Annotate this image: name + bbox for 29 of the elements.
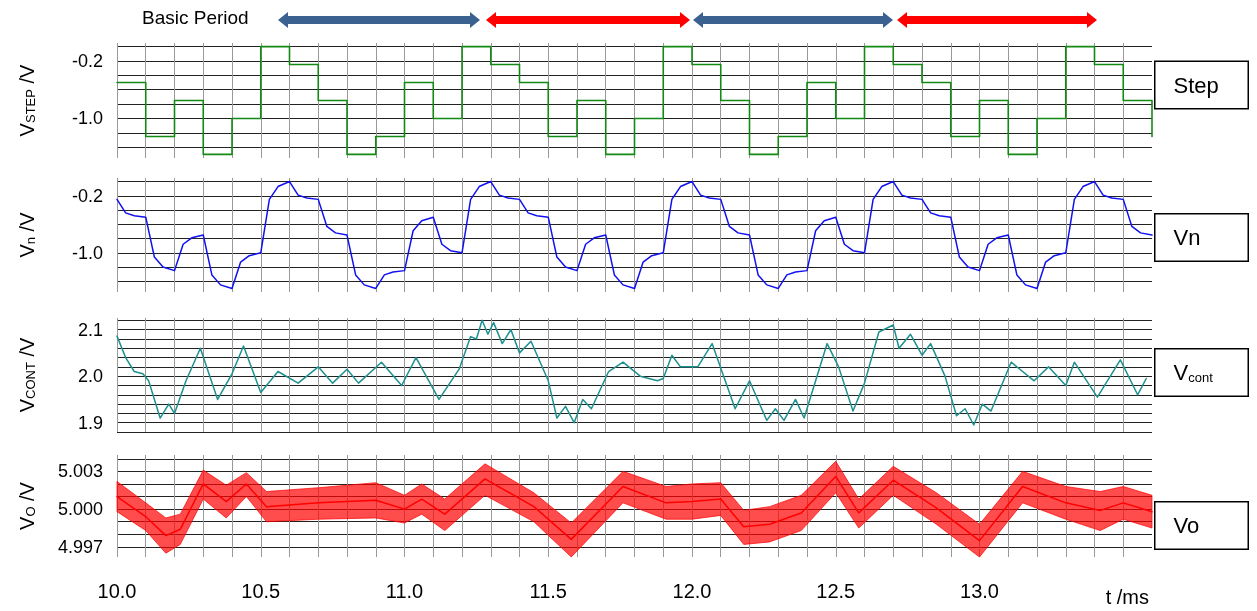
x-tick-label: 10.5 (241, 580, 281, 602)
y-axis-title: VO /V (15, 481, 38, 530)
x-tick-label: 13.0 (960, 580, 999, 602)
y-tick-label: 1.9 (77, 412, 103, 433)
y-tick-label: 4.997 (57, 536, 103, 557)
series-label: Step (1173, 72, 1219, 98)
y-tick-label: -1.0 (71, 108, 103, 129)
x-axis-title: t /ms (1105, 586, 1150, 608)
series-label: Vcont (1173, 360, 1214, 385)
x-tick-label: 12.5 (816, 580, 856, 602)
y-tick-label: -0.2 (71, 185, 103, 206)
y-tick-label: 2.1 (77, 319, 103, 340)
y-tick-label: 5.000 (57, 499, 103, 520)
line-series (116, 180, 1153, 290)
y-axis-title: VSTEP /V (15, 63, 38, 137)
x-tick-label: 12.0 (672, 580, 712, 602)
y-axis-title: Vn /V (15, 211, 38, 258)
y-tick-label: 5.003 (57, 461, 103, 482)
series-label: Vn (1173, 225, 1201, 250)
y-tick-label: -0.2 (71, 50, 103, 71)
series-label: Vo (1173, 513, 1200, 538)
y-tick-label: -1.0 (71, 242, 103, 263)
x-tick-label: 10.0 (97, 580, 137, 602)
y-tick-label: 2.0 (77, 366, 103, 387)
x-tick-label: 11.0 (385, 580, 424, 602)
y-axis-title: VCONT /V (15, 337, 38, 413)
x-tick-label: 11.5 (529, 580, 567, 602)
text: Basic Period (142, 7, 249, 28)
line-series (116, 319, 1147, 426)
